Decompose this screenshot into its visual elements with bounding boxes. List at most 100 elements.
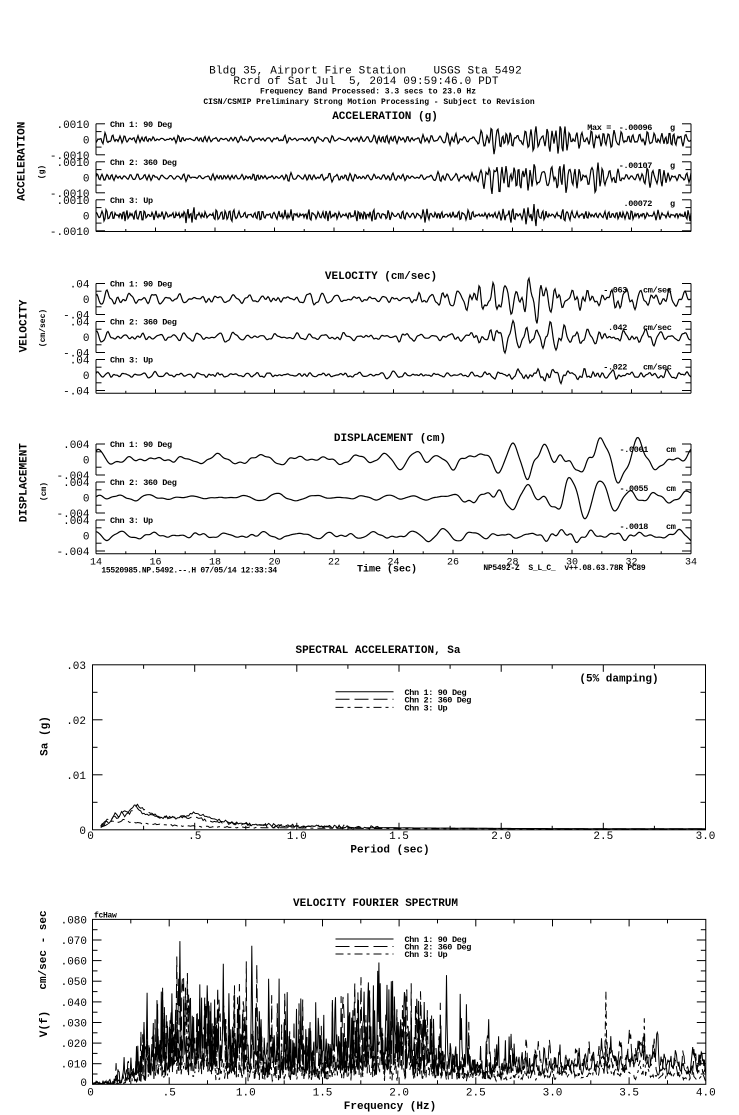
svg-text:.004: .004 (63, 516, 90, 528)
svg-text:cm: cm (666, 484, 676, 494)
svg-text:-.063: -.063 (603, 286, 627, 296)
svg-text:26: 26 (447, 558, 459, 569)
svg-text:Chn 2: 360 Deg: Chn 2: 360 Deg (405, 943, 472, 953)
svg-text:2.5: 2.5 (466, 1088, 486, 1100)
svg-text:.070: .070 (61, 936, 87, 948)
svg-text:0: 0 (80, 1078, 87, 1090)
svg-text:VELOCITY FOURIER SPECTRUM: VELOCITY FOURIER SPECTRUM (293, 898, 458, 910)
svg-text:.050: .050 (61, 977, 87, 989)
svg-text:18: 18 (209, 558, 221, 569)
svg-text:3.0: 3.0 (543, 1088, 563, 1100)
svg-text:CISN/CSMIP Preliminary Strong: CISN/CSMIP Preliminary Strong Motion Pro… (203, 98, 534, 107)
svg-text:ACCELERATION: ACCELERATION (17, 122, 29, 201)
svg-text:1.5: 1.5 (313, 1088, 333, 1100)
svg-text:-.004: -.004 (56, 471, 89, 483)
svg-text:Period (sec): Period (sec) (350, 845, 429, 857)
svg-text:.02: .02 (66, 716, 86, 728)
svg-text:-.0018: -.0018 (619, 522, 648, 532)
svg-text:.042: .042 (608, 323, 627, 333)
svg-text:(5% damping): (5% damping) (579, 674, 658, 686)
svg-text:3.0: 3.0 (696, 831, 716, 843)
svg-text:0: 0 (79, 826, 86, 838)
svg-text:g: g (670, 123, 675, 133)
svg-text:.01: .01 (66, 771, 86, 783)
svg-text:4.0: 4.0 (696, 1088, 716, 1100)
svg-text:.03: .03 (66, 661, 86, 673)
svg-text:0: 0 (83, 135, 90, 147)
svg-text:1.0: 1.0 (287, 831, 307, 843)
svg-text:0: 0 (83, 173, 90, 185)
svg-text:Sa (g): Sa (g) (40, 716, 52, 756)
svg-text:fcHaw: fcHaw (94, 912, 117, 921)
svg-text:cm/sec: cm/sec (643, 363, 672, 373)
svg-text:0: 0 (83, 371, 90, 383)
svg-text:cm: cm (666, 522, 676, 532)
svg-text:-.004: -.004 (56, 509, 89, 521)
svg-text:3.5: 3.5 (619, 1088, 639, 1100)
svg-text:16: 16 (149, 558, 161, 569)
svg-text:-.004: -.004 (56, 547, 89, 559)
svg-text:22: 22 (328, 558, 340, 569)
svg-text:2.0: 2.0 (389, 1088, 409, 1100)
svg-text:.04: .04 (70, 280, 90, 292)
svg-text:DISPLACEMENT (cm): DISPLACEMENT (cm) (334, 433, 446, 445)
svg-text:Chn 2: 360 Deg: Chn 2: 360 Deg (110, 158, 177, 168)
svg-text:Chn 2: 360 Deg: Chn 2: 360 Deg (405, 695, 472, 705)
svg-text:Chn 2: 360 Deg: Chn 2: 360 Deg (110, 318, 177, 328)
svg-text:-.0061: -.0061 (619, 445, 648, 455)
svg-text:Time (sec): Time (sec) (357, 564, 417, 576)
svg-text:-.0055: -.0055 (619, 484, 648, 494)
svg-text:2.0: 2.0 (491, 831, 511, 843)
svg-text:g: g (670, 199, 675, 209)
svg-text:.5: .5 (163, 1088, 176, 1100)
svg-text:(g): (g) (38, 165, 47, 179)
svg-text:.004: .004 (63, 440, 90, 452)
svg-text:34: 34 (685, 558, 697, 569)
svg-text:cm/sec - sec: cm/sec - sec (38, 910, 50, 989)
svg-text:.020: .020 (61, 1039, 87, 1051)
svg-text:Frequency Band Processed: 3.3: Frequency Band Processed: 3.3 secs to 23… (260, 88, 476, 97)
svg-text:0: 0 (83, 211, 90, 223)
svg-text:0: 0 (83, 494, 90, 506)
svg-text:Max =: Max = (587, 123, 611, 133)
svg-text:DISPLACEMENT: DISPLACEMENT (18, 443, 30, 523)
svg-text:.010: .010 (61, 1060, 87, 1072)
svg-text:.004: .004 (63, 478, 90, 490)
svg-text:-.0010: -.0010 (50, 151, 90, 163)
svg-text:SPECTRAL ACCELERATION, Sa: SPECTRAL ACCELERATION, Sa (295, 645, 460, 657)
svg-text:-.00107: -.00107 (619, 161, 653, 171)
svg-text:cm: cm (666, 445, 676, 455)
svg-text:.04: .04 (70, 356, 90, 368)
svg-text:0: 0 (83, 295, 90, 307)
svg-text:(cm): (cm) (40, 482, 49, 501)
svg-text:Chn 1: 90 Deg: Chn 1: 90 Deg (110, 440, 172, 450)
svg-text:.04: .04 (70, 318, 90, 330)
svg-text:20: 20 (268, 558, 280, 569)
svg-text:32: 32 (625, 558, 637, 569)
svg-text:.0010: .0010 (56, 196, 89, 208)
svg-text:Rcrd of Sat Jul 5, 2014 09:59: Rcrd of Sat Jul 5, 2014 09:59:46.0 PDT (233, 76, 498, 88)
svg-text:(cm/sec): (cm/sec) (39, 309, 48, 347)
svg-text:Chn 1: 90 Deg: Chn 1: 90 Deg (110, 120, 172, 130)
svg-text:0: 0 (83, 333, 90, 345)
svg-text:15520985.NP.5492.--.H 07/05/14: 15520985.NP.5492.--.H 07/05/14 12:33:34 (101, 567, 277, 576)
svg-text:.040: .040 (61, 998, 87, 1010)
svg-text:0: 0 (87, 831, 94, 843)
svg-text:Chn 3: Up: Chn 3: Up (110, 196, 153, 206)
svg-text:28: 28 (506, 558, 518, 569)
svg-text:-.04: -.04 (63, 349, 90, 361)
svg-text:.5: .5 (188, 831, 201, 843)
svg-text:1.0: 1.0 (236, 1088, 256, 1100)
svg-text:1.5: 1.5 (389, 831, 409, 843)
svg-text:2.5: 2.5 (593, 831, 613, 843)
svg-text:VELOCITY (cm/sec): VELOCITY (cm/sec) (325, 271, 437, 283)
svg-text:0: 0 (83, 456, 90, 468)
svg-text:-.022: -.022 (603, 363, 627, 373)
svg-text:-.04: -.04 (63, 387, 90, 399)
svg-text:ACCELERATION (g): ACCELERATION (g) (332, 111, 438, 123)
svg-text:cm/sec: cm/sec (643, 323, 672, 333)
svg-text:Chn 3: Up: Chn 3: Up (405, 950, 448, 960)
svg-text:.0010: .0010 (56, 158, 89, 170)
svg-text:-.0010: -.0010 (50, 227, 90, 239)
svg-text:Chn 3: Up: Chn 3: Up (110, 516, 153, 526)
